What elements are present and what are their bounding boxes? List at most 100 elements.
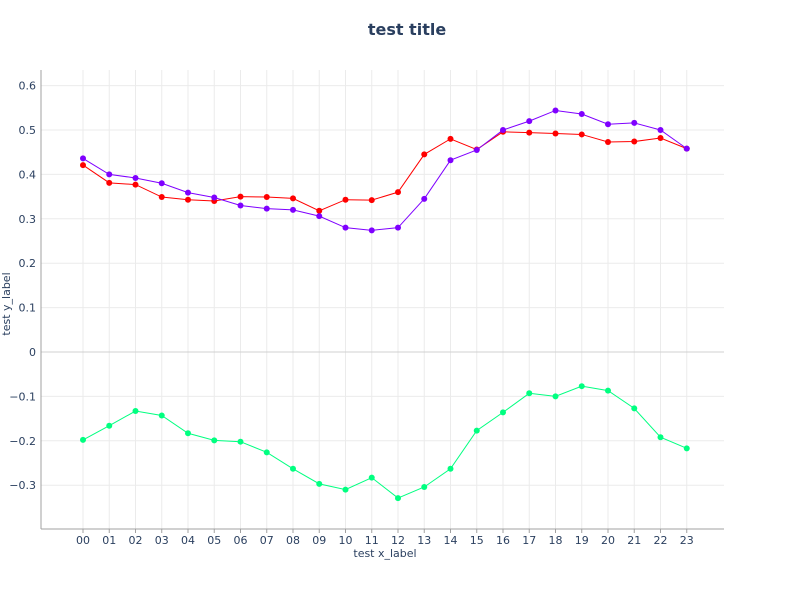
y-tick-label: 0 <box>29 346 36 359</box>
data-point <box>290 206 296 213</box>
data-point <box>657 134 664 141</box>
data-point <box>605 387 611 394</box>
x-tick-label: 21 <box>627 534 641 547</box>
data-point <box>526 118 533 125</box>
axes <box>40 70 724 533</box>
x-tick-label: 09 <box>312 534 326 547</box>
data-point <box>368 227 375 234</box>
data-point <box>447 135 454 142</box>
data-point <box>132 181 139 188</box>
data-point <box>657 127 664 133</box>
data-point <box>421 151 428 158</box>
data-point <box>552 393 559 400</box>
x-tick-label: 02 <box>129 534 143 547</box>
data-point <box>657 434 664 441</box>
x-tick-label: 06 <box>234 534 248 547</box>
x-tick-label: 19 <box>575 534 589 547</box>
data-point <box>211 194 218 201</box>
data-point <box>316 207 323 214</box>
data-point <box>237 202 244 209</box>
data-point <box>211 437 218 444</box>
x-tick-label: 11 <box>365 534 379 547</box>
data-point <box>316 480 323 487</box>
x-tick-label: 14 <box>444 534 458 547</box>
grid-lines <box>41 70 724 529</box>
series-line <box>82 385 687 499</box>
data-point <box>473 146 480 153</box>
data-point <box>526 129 533 136</box>
data-point <box>578 111 585 118</box>
x-tick-label: 07 <box>260 534 274 547</box>
data-point <box>578 383 585 390</box>
data-point <box>80 155 86 162</box>
series-group <box>80 107 690 502</box>
data-point <box>500 127 506 133</box>
data-point <box>316 213 323 220</box>
data-point <box>106 171 113 178</box>
data-point <box>342 224 349 231</box>
y-tick-label: −0.1 <box>9 390 36 403</box>
data-point <box>421 483 428 490</box>
data-point <box>342 486 349 493</box>
data-point <box>473 427 480 434</box>
x-tick-label: 05 <box>207 534 221 547</box>
data-point <box>342 196 349 203</box>
data-point <box>605 138 611 145</box>
data-point <box>552 107 559 114</box>
x-tick-label: 08 <box>286 534 300 547</box>
data-point <box>395 189 401 196</box>
series-2 <box>80 383 690 502</box>
series-line <box>82 109 688 231</box>
data-point <box>185 189 191 196</box>
data-point <box>605 121 611 128</box>
x-tick-label: 23 <box>680 534 694 547</box>
x-tick-label: 10 <box>339 534 353 547</box>
data-point <box>395 495 401 502</box>
data-point <box>237 193 244 200</box>
x-tick-label: 00 <box>76 534 90 547</box>
data-point <box>526 390 533 397</box>
y-tick-label: 0.1 <box>19 302 37 315</box>
data-point <box>552 130 559 137</box>
x-tick-label: 22 <box>654 534 668 547</box>
data-point <box>106 179 113 186</box>
y-tick-label: 0.2 <box>19 257 37 270</box>
series-0 <box>80 128 690 214</box>
data-point <box>368 197 375 204</box>
data-point <box>132 408 139 415</box>
data-point <box>631 138 638 145</box>
data-point <box>631 119 638 126</box>
data-point <box>263 194 270 201</box>
data-point <box>106 422 113 429</box>
x-tick-label: 16 <box>496 534 510 547</box>
x-tick-label: 12 <box>391 534 405 547</box>
y-axis-label: test y_label <box>0 272 13 335</box>
data-point <box>237 438 244 445</box>
data-point <box>500 409 506 416</box>
y-tick-label: −0.2 <box>9 435 36 448</box>
data-point <box>447 157 454 164</box>
x-tick-label: 03 <box>155 534 169 547</box>
data-point <box>290 465 296 472</box>
data-point <box>158 194 165 201</box>
y-tick-label: 0.6 <box>19 80 37 93</box>
x-tick-label: 04 <box>181 534 195 547</box>
data-point <box>185 430 191 437</box>
x-tick-label: 01 <box>102 534 116 547</box>
tick-labels: 0.6 0.5 0.4 0.3 0.2 0.1 0 −0.1 −0.2 −0.3 00 01 02 03 0… <box>9 80 693 547</box>
data-point <box>158 412 165 419</box>
data-point <box>80 436 86 443</box>
data-point <box>132 174 139 181</box>
x-tick-label: 17 <box>522 534 536 547</box>
data-point <box>80 162 86 169</box>
data-point <box>578 131 585 138</box>
y-tick-label: 0.3 <box>19 213 37 226</box>
series-line <box>82 131 687 212</box>
data-point <box>447 465 454 472</box>
data-point <box>631 405 638 412</box>
x-tick-label: 15 <box>470 534 484 547</box>
x-tick-label: 20 <box>601 534 615 547</box>
data-point <box>683 145 690 152</box>
